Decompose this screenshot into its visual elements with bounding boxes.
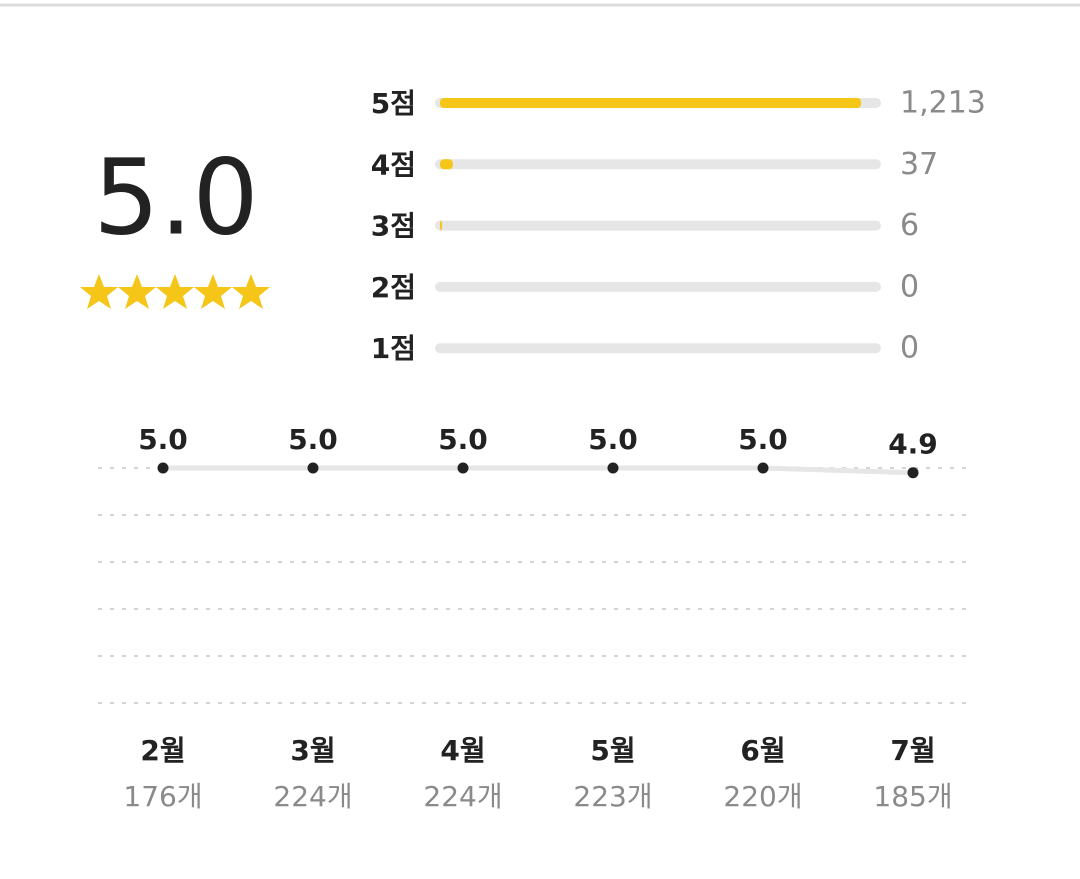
trend-point: [757, 462, 769, 474]
bar: [440, 159, 453, 170]
month-count: 185개: [873, 780, 952, 813]
month-count: 176개: [123, 780, 202, 813]
count-label: 1,213: [900, 86, 986, 121]
trend-point: [607, 462, 619, 474]
point-label: 5.0: [438, 423, 488, 456]
point-label: 5.0: [288, 423, 338, 456]
bar: [440, 98, 862, 108]
month-label: 6월: [740, 734, 785, 767]
score-label: 5점: [371, 87, 416, 120]
month-count: 220개: [723, 780, 802, 813]
bar: [440, 220, 443, 231]
score-label: 3점: [371, 210, 416, 243]
point-label: 5.0: [738, 423, 788, 456]
star-rating: [80, 274, 270, 309]
month-label: 3월: [290, 734, 335, 767]
point-label: 4.9: [888, 428, 938, 461]
count-label: 6: [900, 208, 919, 243]
point-label: 5.0: [138, 423, 188, 456]
trend-line: [163, 465, 914, 476]
month-label: 5월: [590, 734, 635, 767]
month-count: 224개: [423, 780, 502, 813]
score-label: 1점: [371, 332, 416, 365]
month-label: 4월: [440, 734, 485, 767]
month-label: 7월: [890, 734, 935, 767]
average-score: 5.0: [93, 136, 258, 258]
trend-point: [307, 462, 319, 474]
score-label: 2점: [371, 271, 416, 304]
count-label: 0: [900, 269, 919, 304]
month-count: 224개: [273, 780, 352, 813]
month-count: 223개: [573, 780, 652, 813]
count-label: 0: [900, 331, 919, 366]
month-label: 2월: [140, 734, 185, 767]
trend-point: [907, 467, 919, 479]
trend-point: [457, 462, 469, 474]
count-label: 37: [900, 147, 938, 182]
point-label: 5.0: [588, 423, 638, 456]
score-label: 4점: [371, 148, 416, 181]
trend-point: [157, 462, 169, 474]
